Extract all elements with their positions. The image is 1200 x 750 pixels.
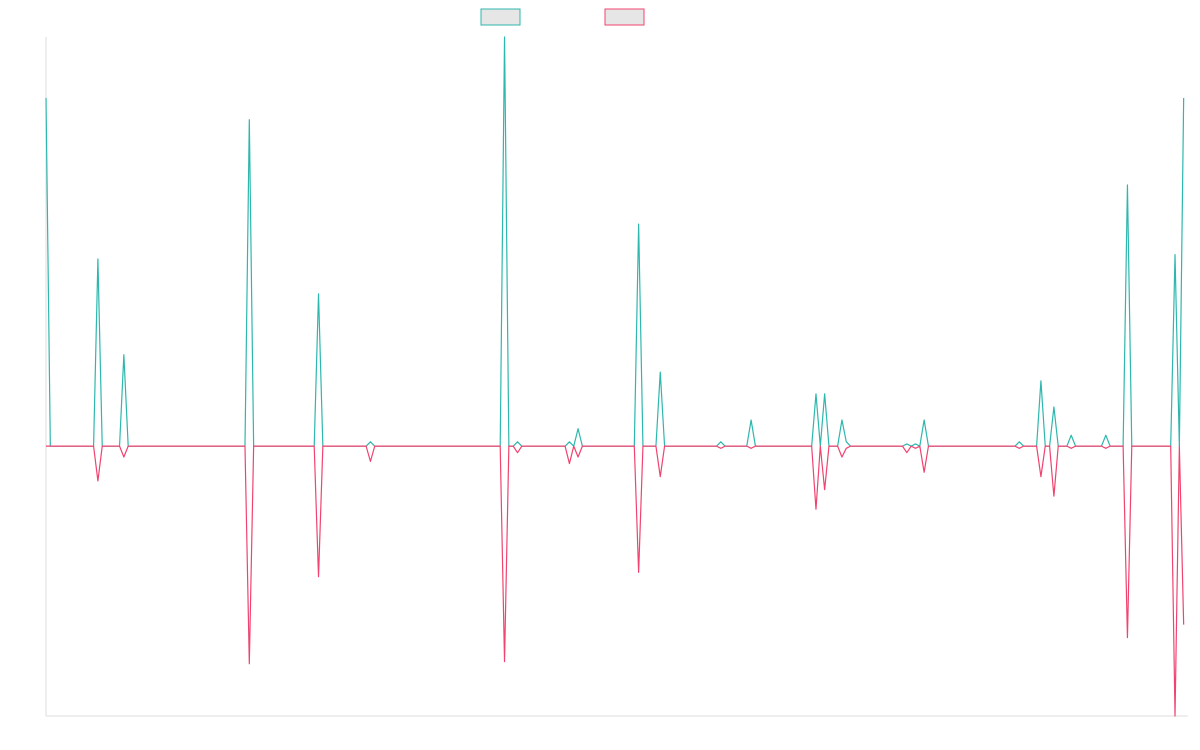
- chart-axes: [45, 37, 1188, 717]
- series-1-line: [45, 36, 1185, 447]
- chart-legend: [480, 8, 645, 26]
- legend-swatch-series-1: [480, 8, 521, 26]
- series-2-line: [46, 445, 1185, 717]
- legend-swatch-series-2: [604, 8, 645, 26]
- chart-series-group: [45, 36, 1185, 717]
